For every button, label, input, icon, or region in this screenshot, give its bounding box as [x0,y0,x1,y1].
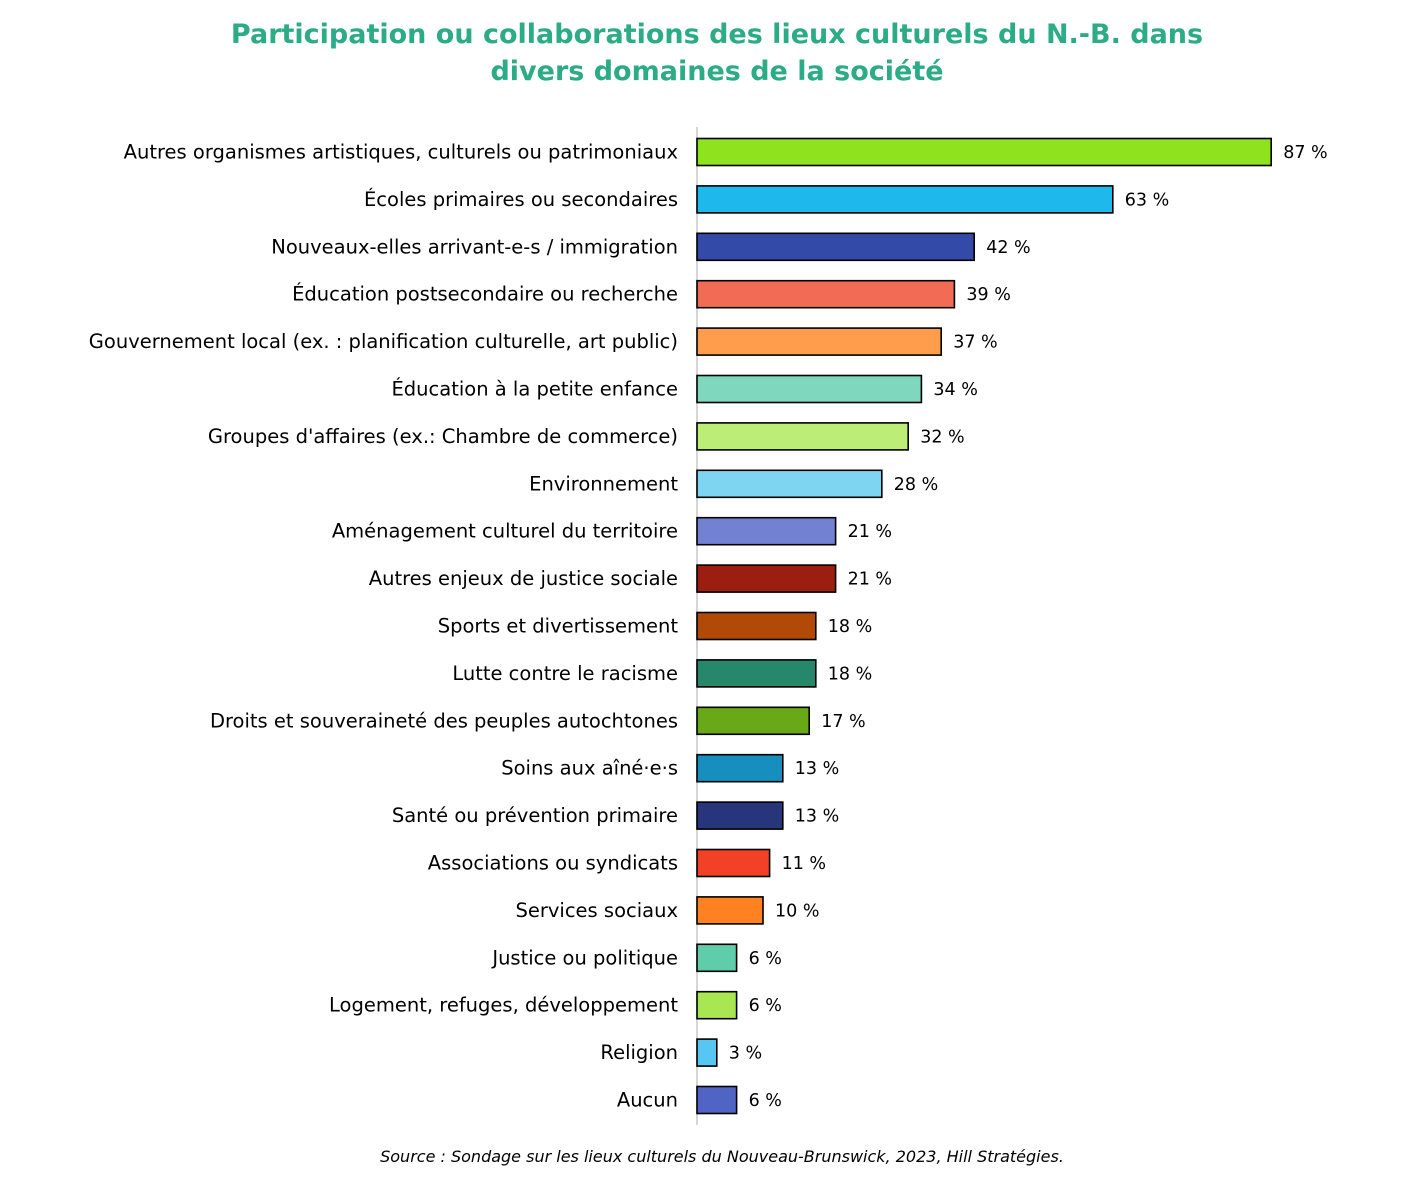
value-label: 21 % [848,522,892,542]
value-label: 6 % [749,1091,782,1111]
bar-group: Environnement 28 % [529,469,938,499]
bar-group: Sports et divertissement 18 % [438,611,872,641]
bar-group: Gouvernement local (ex. : planification … [89,327,998,356]
category-label: Environnement [529,472,678,495]
category-label: Santé ou prévention primaire [392,804,678,827]
bar [696,943,738,973]
category-label: Sports et divertissement [438,615,679,638]
value-label: 10 % [775,901,819,921]
bar-group: Logement, refuges, développement 6 % [329,990,782,1020]
category-label: Autres organismes artistiques, culturels… [124,141,678,164]
category-label: Aménagement culturel du territoire [332,520,678,543]
value-label: 37 % [953,333,997,353]
category-label: Religion [600,1041,678,1064]
bar-group: Autres enjeux de justice sociale 21 % [369,564,892,593]
chart-title-line-2: divers domaines de la société [490,56,944,87]
value-label: 32 % [920,427,964,447]
value-label: 3 % [729,1044,762,1064]
value-label: 17 % [821,712,865,732]
value-label: 18 % [828,664,872,684]
value-label: 13 % [795,759,839,779]
bar [696,848,771,878]
bar [696,279,956,309]
bar [696,659,817,688]
category-label: Gouvernement local (ex. : planification … [89,330,678,353]
bar-group: Éducation postsecondaire ou recherche 39 … [292,279,1011,309]
category-label: Éducation postsecondaire ou recherche [292,283,678,306]
category-label: Écoles primaires ou secondaires [364,188,678,211]
bar [696,753,784,783]
category-label: Associations ou syndicats [428,852,678,875]
bar [696,469,883,499]
bar-group: Associations ou syndicats 11 % [428,848,826,878]
bar-group: Services sociaux 10 % [515,896,819,925]
value-label: 34 % [933,380,977,400]
bar-group: Lutte contre le racisme 18 % [452,659,872,688]
category-label: Groupes d'affaires (ex.: Chambre de comm… [208,425,678,448]
bar-group: Religion 3 % [600,1038,762,1067]
bar-group: Soins aux aîné·e·s 13 % [501,753,839,783]
value-label: 11 % [782,854,826,874]
category-label: Droits et souveraineté des peuples autoc… [210,709,678,732]
category-label: Lutte contre le racisme [452,662,678,685]
bar [696,374,923,404]
bar [696,327,942,356]
category-label: Éducation à la petite enfance [391,378,678,401]
category-label: Soins aux aîné·e·s [501,757,678,780]
value-label: 21 % [848,570,892,590]
chart-title: Participation ou collaborations des lieu… [0,16,1405,90]
value-label: 28 % [894,475,938,495]
value-label: 63 % [1125,190,1169,210]
bar-group: Justice ou politique 6 % [490,943,782,973]
category-label: Justice ou politique [490,946,678,969]
source-note: Source : Sondage sur les lieux culturels… [380,1147,1064,1166]
bar [696,1085,738,1115]
bar [696,611,817,641]
bar [696,137,1273,167]
category-label: Nouveaux-elles arrivant-e-s / immigratio… [271,235,678,258]
value-label: 6 % [749,949,782,969]
bars-layer: Autres organismes artistiques, culturels… [89,137,1328,1115]
bar [696,516,837,546]
value-label: 13 % [795,807,839,827]
category-label: Aucun [617,1089,678,1112]
value-label: 87 % [1283,143,1327,163]
value-label: 39 % [966,285,1010,305]
bar [696,896,764,925]
bar-group: Nouveaux-elles arrivant-e-s / immigratio… [271,232,1031,262]
bar [696,422,909,451]
category-label: Autres enjeux de justice sociale [369,567,678,590]
bar [696,185,1114,214]
bar [696,232,976,262]
bar-group: Aucun 6 % [617,1085,782,1115]
chart-title-line-1: Participation ou collaborations des lieu… [230,19,1204,50]
bar [696,1038,718,1067]
category-label: Logement, refuges, développement [329,994,678,1017]
bar-group: Groupes d'affaires (ex.: Chambre de comm… [208,422,965,451]
bar-group: Aménagement culturel du territoire 21 % [332,516,892,546]
bar-group: Éducation à la petite enfance 34 % [391,374,978,404]
value-label: 42 % [986,238,1030,258]
bar-group: Santé ou prévention primaire 13 % [392,801,839,830]
value-label: 6 % [749,996,782,1016]
bar [696,706,810,736]
bar-group: Droits et souveraineté des peuples autoc… [210,706,866,736]
category-label: Services sociaux [515,899,678,922]
bar [696,564,837,593]
bar [696,990,738,1020]
bar-group: Autres organismes artistiques, culturels… [124,137,1328,167]
bar-group: Écoles primaires ou secondaires 63 % [364,185,1169,214]
value-label: 18 % [828,617,872,637]
bar [696,801,784,830]
